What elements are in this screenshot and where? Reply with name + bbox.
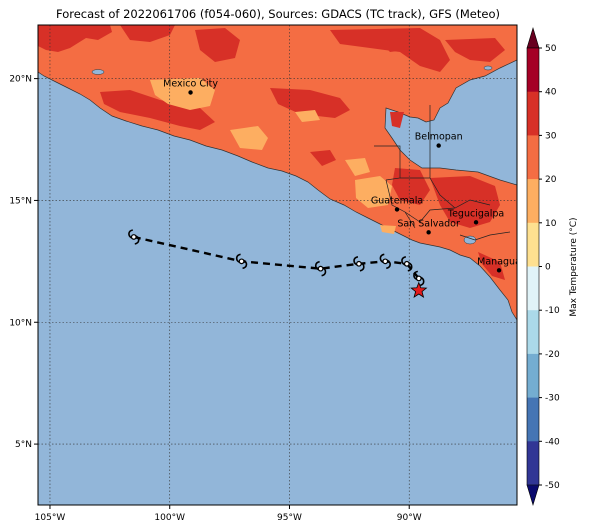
tropical-cyclone-icon bbox=[235, 253, 248, 270]
hot-temperature-patches bbox=[38, 25, 505, 280]
colorbar-tick-label: -30 bbox=[545, 394, 560, 404]
colorbar-segment bbox=[527, 135, 539, 180]
tropical-cyclone-icon bbox=[401, 255, 413, 272]
current-position-star bbox=[410, 281, 428, 299]
tropical-cyclone-icon bbox=[353, 255, 365, 272]
city-label: Mexico City bbox=[163, 78, 218, 89]
warm-temperature-patches bbox=[150, 78, 396, 234]
colorbar-tick-label: -40 bbox=[545, 437, 560, 447]
city-dot bbox=[496, 268, 502, 273]
city-markers: Mexico City Belmopan Guatemala TegucigalpaS… bbox=[163, 78, 521, 273]
city-dot bbox=[188, 90, 193, 95]
colorbar-tick-label: 40 bbox=[545, 88, 557, 98]
city-label: San Salvador bbox=[397, 218, 460, 229]
colorbar-segment bbox=[527, 48, 539, 93]
city-label: Tegucigalpa bbox=[447, 208, 504, 219]
lakes bbox=[91, 65, 493, 245]
map-title: Forecast of 2022061706 (f054-060), Sourc… bbox=[56, 7, 500, 21]
colorbar-extend-max bbox=[526, 26, 540, 49]
lat-tick-label: 20°N bbox=[9, 75, 32, 85]
colorbar-segment bbox=[527, 397, 539, 442]
colorbar-segment bbox=[527, 266, 539, 311]
colorbar-segment bbox=[527, 353, 539, 398]
lat-tick-label: 15°N bbox=[9, 196, 32, 206]
cyclone-track bbox=[128, 229, 428, 299]
colorbar-segment bbox=[527, 91, 539, 136]
axis-ticks: 105°W 100°W 95°W 90°W 20°N 15°N 10°N 5°N bbox=[9, 75, 421, 523]
tropical-cyclone-icon bbox=[379, 253, 391, 270]
colorbar-tick-label: 0 bbox=[545, 263, 551, 273]
tropical-cyclone-icon bbox=[413, 270, 425, 287]
city-dot bbox=[473, 220, 479, 225]
city-dot bbox=[394, 207, 400, 212]
colorbar-extend-min bbox=[526, 484, 540, 507]
lon-tick-label: 100°W bbox=[154, 513, 185, 523]
colorbar-segment bbox=[527, 310, 539, 355]
colorbar-segment bbox=[527, 179, 539, 224]
lat-tick-label: 5°N bbox=[15, 440, 32, 450]
tropical-cyclone-icon bbox=[128, 229, 140, 245]
graticule bbox=[38, 25, 517, 505]
lon-tick-label: 95°W bbox=[277, 513, 302, 523]
colorbar-tick-label: -20 bbox=[545, 350, 560, 360]
city-label: Belmopan bbox=[415, 132, 463, 143]
city-dot bbox=[436, 143, 441, 148]
colorbar-tick-label: -50 bbox=[545, 481, 560, 491]
colorbar-segment bbox=[527, 441, 539, 486]
colorbar-tick-label: -10 bbox=[545, 306, 560, 316]
lon-tick-label: 105°W bbox=[35, 513, 66, 523]
colorbar-tick-label: 20 bbox=[545, 175, 557, 185]
map-area[interactable]: Mexico City Belmopan Guatemala TegucigalpaS… bbox=[38, 25, 521, 505]
city-label: Guatemala bbox=[371, 195, 423, 206]
tropical-cyclone-icon bbox=[314, 260, 327, 277]
colorbar-label: Max Temperature (°C) bbox=[569, 217, 579, 316]
colorbar-tick-label: 30 bbox=[545, 131, 557, 141]
colorbar-segment bbox=[527, 222, 539, 267]
lat-tick-label: 10°N bbox=[9, 318, 32, 328]
land-temperature-field bbox=[38, 25, 517, 321]
city-label: Managua bbox=[477, 256, 521, 267]
city-dot bbox=[426, 230, 431, 235]
colorbar-tick-label: 50 bbox=[545, 44, 557, 54]
colorbar-tick-label: 10 bbox=[545, 219, 557, 229]
lon-tick-label: 90°W bbox=[397, 513, 422, 523]
map-frame bbox=[37, 24, 518, 506]
colorbar: 50 40 30 20 10 0 -10 -20 -30 -40 -50 Max Temperatur… bbox=[526, 26, 579, 507]
